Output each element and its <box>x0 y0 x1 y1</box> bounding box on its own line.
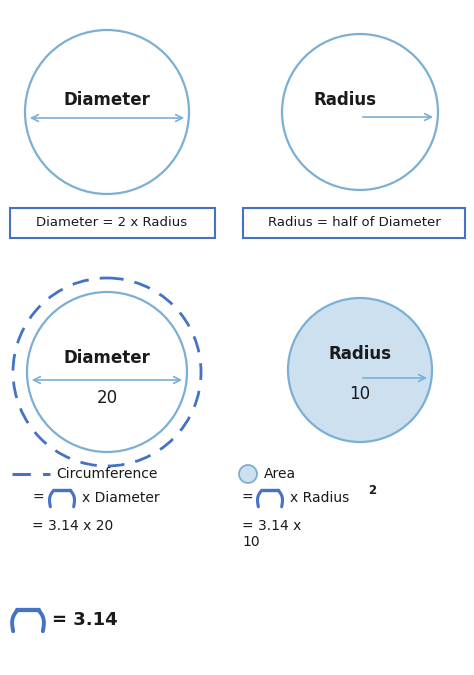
Text: = 3.14 x: = 3.14 x <box>242 519 301 533</box>
FancyBboxPatch shape <box>243 208 465 238</box>
Text: Radius: Radius <box>313 91 376 109</box>
Text: Diameter = 2 x Radius: Diameter = 2 x Radius <box>36 217 188 230</box>
Circle shape <box>239 465 257 483</box>
Text: 10: 10 <box>242 535 260 549</box>
Text: = 3.14: = 3.14 <box>52 611 118 629</box>
Text: = 3.14 x 20: = 3.14 x 20 <box>32 519 113 533</box>
FancyBboxPatch shape <box>10 208 215 238</box>
Text: Radius: Radius <box>328 345 392 363</box>
Text: Circumference: Circumference <box>56 467 157 481</box>
Text: Diameter: Diameter <box>64 91 150 109</box>
Text: =: = <box>32 491 44 505</box>
Text: x Diameter: x Diameter <box>82 491 160 505</box>
Text: Area: Area <box>264 467 296 481</box>
Text: 10: 10 <box>349 385 371 403</box>
Circle shape <box>288 298 432 442</box>
Text: 2: 2 <box>368 483 376 497</box>
Text: x Radius: x Radius <box>290 491 349 505</box>
Text: 20: 20 <box>96 389 118 407</box>
Text: =: = <box>242 491 254 505</box>
Text: Diameter: Diameter <box>64 349 150 367</box>
Text: Radius = half of Diameter: Radius = half of Diameter <box>268 217 440 230</box>
